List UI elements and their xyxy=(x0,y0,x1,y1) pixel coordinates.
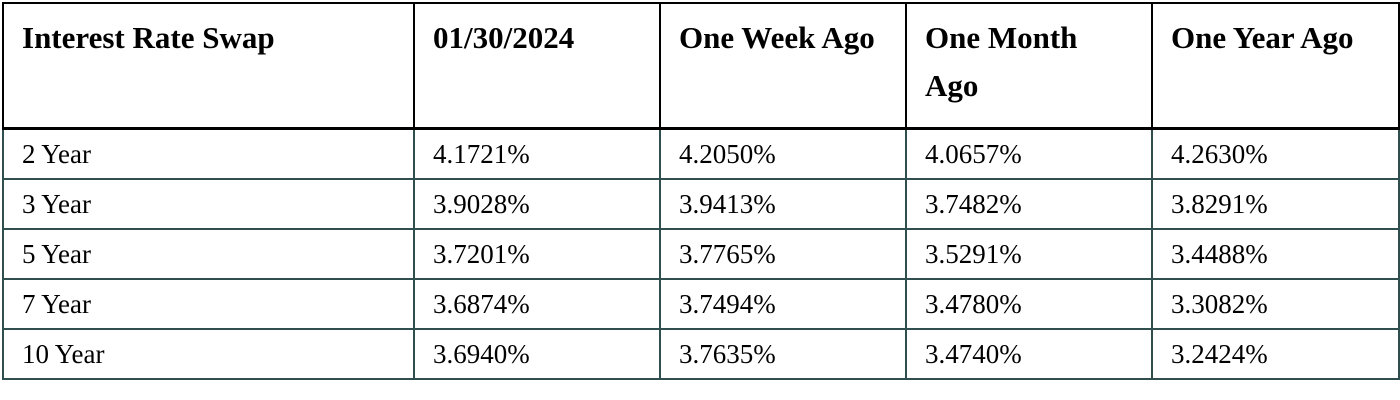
table-row: 3 Year 3.9028% 3.9413% 3.7482% 3.8291% xyxy=(2,177,1400,230)
rate-cell: 4.1721% xyxy=(413,127,661,180)
rate-cell: 3.8291% xyxy=(1151,177,1400,230)
header-swap: Interest Rate Swap xyxy=(2,2,415,130)
interest-rate-swap-table: Interest Rate Swap 01/30/2024 One Week A… xyxy=(2,2,1400,380)
rate-cell: 3.2424% xyxy=(1151,327,1400,380)
rate-cell: 3.4488% xyxy=(1151,227,1400,280)
rate-cell: 3.3082% xyxy=(1151,277,1400,330)
rate-cell: 3.9028% xyxy=(413,177,661,230)
rate-cell: 3.4740% xyxy=(905,327,1153,380)
header-one-year-ago: One Year Ago xyxy=(1151,2,1400,130)
rate-cell: 4.2630% xyxy=(1151,127,1400,180)
rate-cell: 3.7635% xyxy=(659,327,907,380)
table-row: 7 Year 3.6874% 3.7494% 3.4780% 3.3082% xyxy=(2,277,1400,330)
rate-cell: 3.7201% xyxy=(413,227,661,280)
header-current-date: 01/30/2024 xyxy=(413,2,661,130)
rate-cell: 3.7765% xyxy=(659,227,907,280)
row-term-cell: 7 Year xyxy=(2,277,415,330)
rate-cell: 3.4780% xyxy=(905,277,1153,330)
rate-cell: 3.5291% xyxy=(905,227,1153,280)
rate-cell: 3.9413% xyxy=(659,177,907,230)
row-term-cell: 2 Year xyxy=(2,127,415,180)
row-term-cell: 3 Year xyxy=(2,177,415,230)
row-term-cell: 10 Year xyxy=(2,327,415,380)
table-header: Interest Rate Swap 01/30/2024 One Week A… xyxy=(2,2,1400,130)
table-row: 5 Year 3.7201% 3.7765% 3.5291% 3.4488% xyxy=(2,227,1400,280)
rate-cell: 3.7482% xyxy=(905,177,1153,230)
header-one-week-ago: One Week Ago xyxy=(659,2,907,130)
table-body: 2 Year 4.1721% 4.2050% 4.0657% 4.2630% 3 Year… xyxy=(2,127,1400,380)
header-row: Interest Rate Swap 01/30/2024 One Week A… xyxy=(2,2,1400,130)
table-row: 10 Year 3.6940% 3.7635% 3.4740% 3.2424% xyxy=(2,327,1400,380)
rate-cell: 4.2050% xyxy=(659,127,907,180)
rate-cell: 3.7494% xyxy=(659,277,907,330)
rate-cell: 4.0657% xyxy=(905,127,1153,180)
row-term-cell: 5 Year xyxy=(2,227,415,280)
rate-cell: 3.6940% xyxy=(413,327,661,380)
header-one-month-ago: One Month Ago xyxy=(905,2,1153,130)
rate-cell: 3.6874% xyxy=(413,277,661,330)
table-row: 2 Year 4.1721% 4.2050% 4.0657% 4.2630% xyxy=(2,127,1400,180)
